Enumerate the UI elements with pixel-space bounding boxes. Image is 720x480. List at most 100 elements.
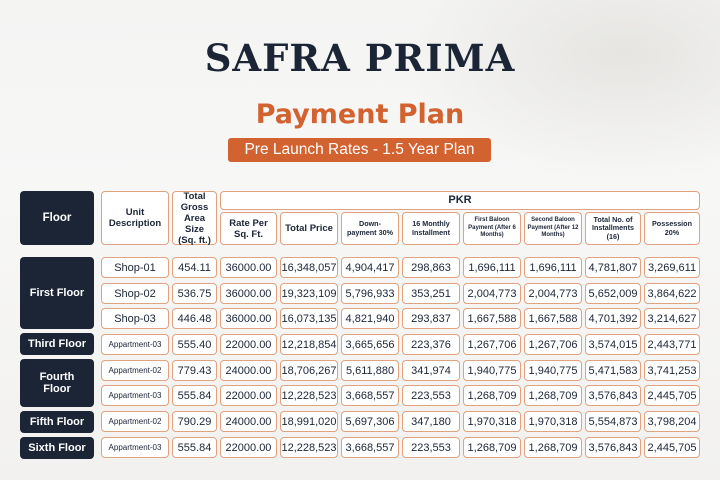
header-total-installments: Total No. of Installments (16) xyxy=(585,212,641,245)
cell-unit: Appartment-03 xyxy=(101,385,169,406)
floor-label-fourth: Fourth Floor xyxy=(20,359,94,407)
floor-label-sixth: Sixth Floor xyxy=(20,437,94,459)
cell-first-balloon: 1,970,318 xyxy=(463,411,521,432)
cell-downpayment: 4,904,417 xyxy=(341,257,399,278)
cell-area: 555.40 xyxy=(172,334,217,355)
cell-second-balloon: 1,267,706 xyxy=(524,334,582,355)
cell-total-installments: 5,554,873 xyxy=(585,411,641,432)
cell-downpayment: 5,796,933 xyxy=(341,283,399,304)
cell-downpayment: 5,697,306 xyxy=(341,411,399,432)
plan-subtitle-badge: Pre Launch Rates - 1.5 Year Plan xyxy=(228,138,491,162)
plan-title: Payment Plan xyxy=(255,99,465,130)
cell-unit: Appartment-02 xyxy=(101,411,169,432)
cell-second-balloon: 1,940,775 xyxy=(524,360,582,381)
cell-monthly: 223,553 xyxy=(402,437,460,458)
cell-monthly: 298,863 xyxy=(402,257,460,278)
cell-total-installments: 4,781,807 xyxy=(585,257,641,278)
cell-possession: 2,443,771 xyxy=(644,334,700,355)
cell-downpayment: 3,665,656 xyxy=(341,334,399,355)
cell-possession: 3,741,253 xyxy=(644,360,700,381)
cell-first-balloon: 1,268,709 xyxy=(463,385,521,406)
cell-first-balloon: 1,940,775 xyxy=(463,360,521,381)
cell-first-balloon: 1,696,111 xyxy=(463,257,521,278)
cell-unit: Shop-02 xyxy=(101,283,169,304)
cell-possession: 3,214,627 xyxy=(644,308,700,329)
cell-unit: Shop-01 xyxy=(101,257,169,278)
cell-total-price: 12,228,523 xyxy=(280,385,338,406)
cell-unit: Appartment-03 xyxy=(101,437,169,458)
header-first-balloon: First Baloon Payment (After 6 Months) xyxy=(463,212,521,245)
header-downpayment: Down-payment 30% xyxy=(341,212,399,245)
header-rate: Rate Per Sq. Ft. xyxy=(220,212,277,245)
cell-total-price: 12,228,523 xyxy=(280,437,338,458)
cell-rate: 36000.00 xyxy=(220,257,277,278)
header-possession: Possession 20% xyxy=(644,212,700,245)
cell-total-installments: 5,652,009 xyxy=(585,283,641,304)
cell-downpayment: 3,668,557 xyxy=(341,385,399,406)
header-pkr: PKR xyxy=(220,191,700,210)
cell-total-price: 16,348,057 xyxy=(280,257,338,278)
header-area-size: Total Gross Area Size (Sq. ft.) xyxy=(172,191,217,246)
cell-total-price: 16,073,135 xyxy=(280,308,338,329)
cell-first-balloon: 1,267,706 xyxy=(463,334,521,355)
cell-possession: 3,798,204 xyxy=(644,411,700,432)
cell-area: 779.43 xyxy=(172,360,217,381)
cell-second-balloon: 1,970,318 xyxy=(524,411,582,432)
cell-rate: 36000.00 xyxy=(220,283,277,304)
cell-first-balloon: 1,268,709 xyxy=(463,437,521,458)
cell-monthly: 293,837 xyxy=(402,308,460,329)
header-floor: Floor xyxy=(20,191,94,245)
floor-label-third: Third Floor xyxy=(20,333,94,355)
cell-total-price: 12,218,854 xyxy=(280,334,338,355)
cell-downpayment: 3,668,557 xyxy=(341,437,399,458)
cell-first-balloon: 2,004,773 xyxy=(463,283,521,304)
cell-first-balloon: 1,667,588 xyxy=(463,308,521,329)
brand-title: SAFRA PRIMA xyxy=(204,36,516,80)
cell-rate: 22000.00 xyxy=(220,385,277,406)
cell-area: 536.75 xyxy=(172,283,217,304)
cell-area: 446.48 xyxy=(172,308,217,329)
cell-area: 790.29 xyxy=(172,411,217,432)
cell-possession: 2,445,705 xyxy=(644,385,700,406)
cell-second-balloon: 1,667,588 xyxy=(524,308,582,329)
header-monthly-installment: 16 Monthly Installment xyxy=(402,212,460,245)
cell-area: 555.84 xyxy=(172,437,217,458)
cell-second-balloon: 1,696,111 xyxy=(524,257,582,278)
cell-downpayment: 4,821,940 xyxy=(341,308,399,329)
cell-area: 555.84 xyxy=(172,385,217,406)
floor-label-fifth: Fifth Floor xyxy=(20,411,94,433)
cell-rate: 22000.00 xyxy=(220,334,277,355)
cell-possession: 3,864,622 xyxy=(644,283,700,304)
cell-second-balloon: 2,004,773 xyxy=(524,283,582,304)
cell-rate: 36000.00 xyxy=(220,308,277,329)
cell-unit: Shop-03 xyxy=(101,308,169,329)
cell-second-balloon: 1,268,709 xyxy=(524,437,582,458)
cell-monthly: 341,974 xyxy=(402,360,460,381)
cell-rate: 24000.00 xyxy=(220,360,277,381)
cell-possession: 2,445,705 xyxy=(644,437,700,458)
cell-total-installments: 3,574,015 xyxy=(585,334,641,355)
cell-area: 454.11 xyxy=(172,257,217,278)
cell-total-price: 19,323,109 xyxy=(280,283,338,304)
header-second-balloon: Second Baloon Payment (After 12 Months) xyxy=(524,212,582,245)
cell-unit: Appartment-03 xyxy=(101,334,169,355)
header-unit-description: Unit Description xyxy=(101,191,169,245)
cell-total-installments: 3,576,843 xyxy=(585,437,641,458)
cell-total-installments: 5,471,583 xyxy=(585,360,641,381)
cell-rate: 24000.00 xyxy=(220,411,277,432)
cell-total-installments: 4,701,392 xyxy=(585,308,641,329)
floor-label-first: First Floor xyxy=(20,257,94,329)
cell-unit: Appartment-02 xyxy=(101,360,169,381)
cell-downpayment: 5,611,880 xyxy=(341,360,399,381)
cell-monthly: 223,376 xyxy=(402,334,460,355)
cell-possession: 3,269,611 xyxy=(644,257,700,278)
cell-monthly: 347,180 xyxy=(402,411,460,432)
cell-total-price: 18,706,267 xyxy=(280,360,338,381)
cell-rate: 22000.00 xyxy=(220,437,277,458)
cell-total-installments: 3,576,843 xyxy=(585,385,641,406)
cell-total-price: 18,991,020 xyxy=(280,411,338,432)
header-total-price: Total Price xyxy=(280,212,338,245)
cell-monthly: 223,553 xyxy=(402,385,460,406)
cell-monthly: 353,251 xyxy=(402,283,460,304)
cell-second-balloon: 1,268,709 xyxy=(524,385,582,406)
